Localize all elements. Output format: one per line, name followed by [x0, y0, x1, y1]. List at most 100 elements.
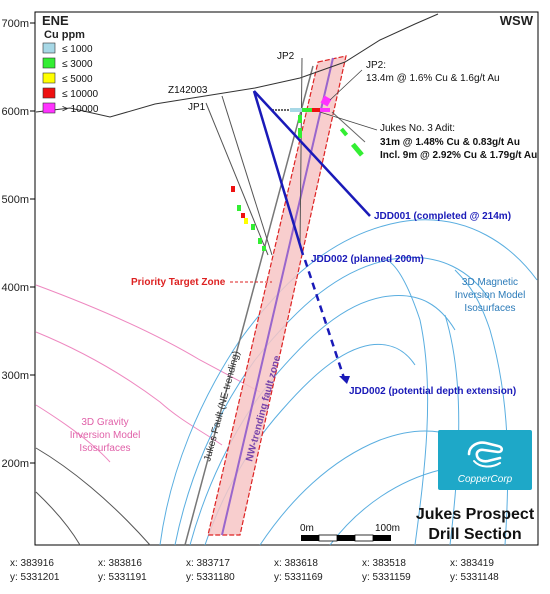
coord-y: y: 5331169: [274, 572, 323, 583]
label-z142003: Z142003: [168, 85, 208, 96]
label-magnetic-1: 3D Magnetic: [462, 277, 518, 288]
magnetic-contour: [444, 314, 460, 546]
adit-trace: [331, 111, 366, 143]
direction-left: ENE: [42, 13, 69, 28]
topography-line: [35, 13, 439, 118]
coppercorp-logo: CopperCorp: [438, 430, 532, 490]
adit-callout-title: Jukes No. 3 Adit:: [380, 123, 455, 134]
direction-right: WSW: [500, 13, 534, 28]
legend-swatch-1: [42, 42, 56, 54]
label-jp1: JP1: [188, 102, 206, 113]
label-gravity-3: Isosurfaces: [79, 443, 130, 454]
adit-assay-high: [312, 108, 320, 112]
coord-y: y: 5331180: [186, 572, 235, 583]
coord-x: x: 383916: [10, 558, 54, 569]
scale-seg: [318, 534, 338, 542]
y-tick-label: 700m: [1, 18, 29, 30]
legend-label: ≤ 3000: [62, 59, 93, 70]
leader-lines: [319, 69, 378, 131]
assay-medium: [298, 128, 302, 138]
assay-medium: [237, 205, 241, 211]
logo-name: CopperCorp: [458, 474, 513, 485]
coord-y: y: 5331191: [98, 572, 147, 583]
legend-swatch-3: [42, 72, 56, 84]
magnetic-contour: [174, 256, 491, 546]
coord-y: y: 5331148: [450, 572, 499, 583]
jdd002-planned-trace: [252, 90, 305, 256]
legend-swatch-5: [42, 102, 56, 114]
label-priority-zone: Priority Target Zone: [131, 277, 226, 288]
scale-seg: [354, 534, 374, 542]
drill-hole-jp2: [299, 57, 303, 249]
coord-x: x: 383419: [450, 558, 494, 569]
title-line-1: Jukes Prospect: [416, 506, 535, 523]
new-drill-holes: [252, 90, 371, 379]
nw-fault-zone-axis: [221, 57, 334, 536]
coord-x: x: 383717: [186, 558, 230, 569]
magnetic-contour: [189, 295, 456, 546]
assay-high: [231, 186, 235, 192]
jdd002-extension-trace: [303, 259, 346, 379]
legend: Cu ppm ≤ 1000 ≤ 3000 ≤ 5000 ≤ 10000 > 10…: [42, 29, 99, 115]
leader-adit: [319, 111, 378, 131]
title-line-2: Drill Section: [428, 526, 521, 543]
jdd001-trace: [253, 90, 371, 217]
scale-seg: [337, 535, 355, 541]
gravity-contour: [35, 331, 223, 446]
adit-callout-result: 31m @ 1.48% Cu & 0.83g/t Au: [380, 137, 520, 148]
legend-label: > 10000: [62, 104, 99, 115]
label-gravity-1: 3D Gravity: [81, 417, 128, 428]
coord-y: y: 5331159: [362, 572, 411, 583]
scale-bar: 0m 100m: [300, 523, 400, 542]
legend-title: Cu ppm: [44, 29, 85, 41]
jp2-intercept-marker: [320, 95, 332, 107]
magnetic-contour: [389, 261, 429, 546]
y-tick-label: 500m: [1, 194, 29, 206]
magnetic-contour: [159, 219, 538, 546]
assay-medium: [262, 246, 266, 251]
scale-end-label: 100m: [375, 523, 400, 534]
coord-y: y: 5331201: [10, 572, 60, 583]
leader-jp2: [329, 69, 363, 101]
assay-medium: [298, 115, 302, 123]
y-tick-label: 600m: [1, 106, 29, 118]
logo-swoosh-icon: [473, 460, 501, 468]
gravity-isosurfaces: [35, 284, 261, 463]
gravity-contour: [35, 284, 261, 393]
adit-callout-incl: Incl. 9m @ 2.92% Cu & 1.79g/t Au: [380, 150, 537, 161]
historic-assays: [231, 115, 302, 251]
grey-contour: [35, 491, 81, 546]
legend-swatch-2: [42, 57, 56, 69]
scale-start-label: 0m: [300, 523, 314, 534]
adit-assay-medium: [339, 127, 349, 137]
y-tick-label: 400m: [1, 282, 29, 294]
drill-hole-jp1: [205, 102, 269, 256]
coord-x: x: 383618: [274, 558, 318, 569]
label-jdd002-extension: JDD002 (potential depth extension): [349, 386, 516, 397]
adit-assay-medium: [350, 142, 364, 157]
gravity-isosurfaces-grey: [35, 447, 151, 546]
adit-assay-very-high: [320, 108, 330, 112]
adit-assay-medium: [302, 108, 312, 112]
gravity-contour: [35, 404, 111, 463]
label-jdd002: JDD002 (planned 200m): [311, 254, 424, 265]
y-axis: 700m 600m 500m 400m 300m 200m: [1, 18, 35, 470]
legend-label: ≤ 5000: [62, 74, 93, 85]
scale-seg: [301, 535, 319, 541]
drill-hole-z142003: [221, 95, 273, 256]
assay-medium: [258, 238, 262, 244]
magnetic-contour: [454, 269, 509, 546]
coordinate-labels: x: 383916 y: 5331201 x: 383816 y: 533119…: [10, 558, 499, 583]
coord-x: x: 383816: [98, 558, 142, 569]
legend-label: ≤ 1000: [62, 44, 93, 55]
jukes-adit: [272, 95, 366, 157]
assay-medium: [251, 224, 255, 230]
jukes-fault-line: [184, 65, 314, 546]
jp2-callout-result: 13.4m @ 1.6% Cu & 1.6g/t Au: [366, 73, 500, 84]
coord-x: x: 383518: [362, 558, 406, 569]
y-tick-label: 300m: [1, 370, 29, 382]
label-magnetic-3: Isosurfaces: [464, 303, 515, 314]
assay-mid: [244, 218, 248, 224]
